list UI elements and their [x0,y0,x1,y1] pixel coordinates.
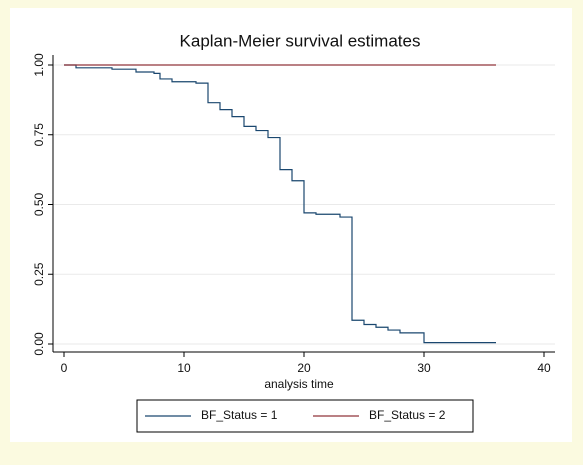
legend-label: BF_Status = 2 [369,408,446,422]
chart-title: Kaplan-Meier survival estimates [180,31,421,50]
y-tick-label: 0.25 [32,262,46,286]
graph-region [10,8,572,442]
y-tick-label: 0.50 [32,192,46,216]
x-tick-label: 10 [177,361,191,375]
y-tick-label: 0.00 [32,332,46,356]
survival-curve [64,64,496,344]
legend-label: BF_Status = 1 [201,408,278,422]
x-axis-label: analysis time [264,377,334,391]
y-tick-label: 0.75 [32,123,46,147]
x-tick-label: 20 [297,361,311,375]
y-tick-label: 1.00 [32,53,46,77]
legend-box [136,399,474,433]
x-tick-label: 40 [537,361,551,375]
x-tick-label: 0 [61,361,68,375]
x-tick-label: 30 [417,361,431,375]
